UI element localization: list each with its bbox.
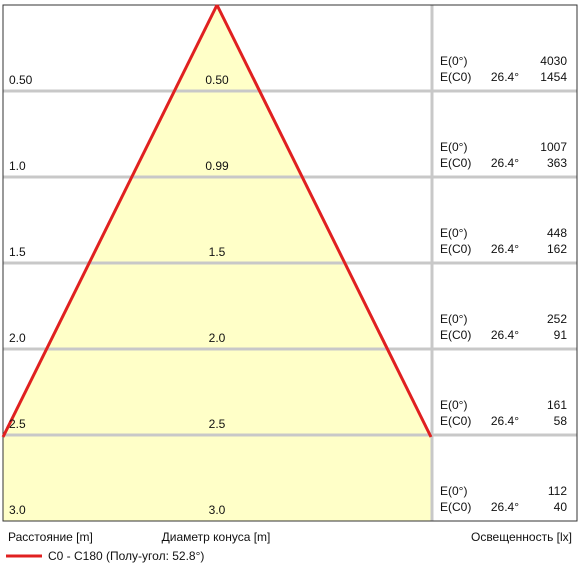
ec0-value: 162 [547,242,567,256]
cone-diameter-value: 2.0 [209,331,226,345]
chart-border [2,4,578,522]
ec0-label: E(C0) [440,414,471,428]
ec0-angle: 26.4° [491,242,519,256]
ec0-value: 40 [554,500,568,514]
ec0-angle: 26.4° [491,70,519,84]
cone-diameter-value: 2.5 [209,417,226,431]
distance-value: 0.50 [9,73,33,87]
e0-label: E(0°) [440,140,467,154]
ec0-angle: 26.4° [491,328,519,342]
cone-edge-right [215,4,433,438]
cone-diameter-value: 3.0 [209,503,226,517]
ec0-value: 1454 [540,70,567,84]
ec0-label: E(C0) [440,156,471,170]
e0-value: 252 [547,312,567,326]
cone-diameter-value: 0.99 [205,159,229,173]
e0-label: E(0°) [440,226,467,240]
ec0-label: E(C0) [440,242,471,256]
ec0-angle: 26.4° [491,500,519,514]
distance-value: 2.0 [9,331,26,345]
distance-value: 2.5 [9,417,26,431]
distance-value: 1.5 [9,245,26,259]
distance-header: Расстояние [m] [8,530,93,544]
ec0-label: E(C0) [440,70,471,84]
legend-label: C0 - C180 (Полу-угол: 52.8°) [48,549,204,563]
cone-fill-base [3,437,432,521]
e0-label: E(0°) [440,54,467,68]
e0-value: 112 [548,484,567,498]
cone-fill [3,5,431,437]
ec0-label: E(C0) [440,500,471,514]
ec0-label: E(C0) [440,328,471,342]
e0-value: 1007 [540,140,567,154]
e0-value: 161 [547,398,567,412]
e0-label: E(0°) [440,312,467,326]
ec0-angle: 26.4° [491,156,519,170]
ec0-value: 363 [547,156,567,170]
distance-value: 1.0 [9,159,26,173]
cone-diameter-value: 1.5 [209,245,226,259]
e0-label: E(0°) [440,484,467,498]
ec0-value: 91 [554,328,568,342]
illuminance-header: Освещенность [lx] [471,530,572,544]
cone-edge-left [1,4,219,438]
e0-value: 4030 [540,54,567,68]
distance-value: 3.0 [9,503,26,517]
e0-label: E(0°) [440,398,467,412]
cone-diameter-value: 0.50 [205,73,229,87]
cone-diameter-header: Диаметр конуса [m] [162,530,271,544]
e0-value: 448 [547,226,567,240]
ec0-value: 58 [554,414,568,428]
ec0-angle: 26.4° [491,414,519,428]
